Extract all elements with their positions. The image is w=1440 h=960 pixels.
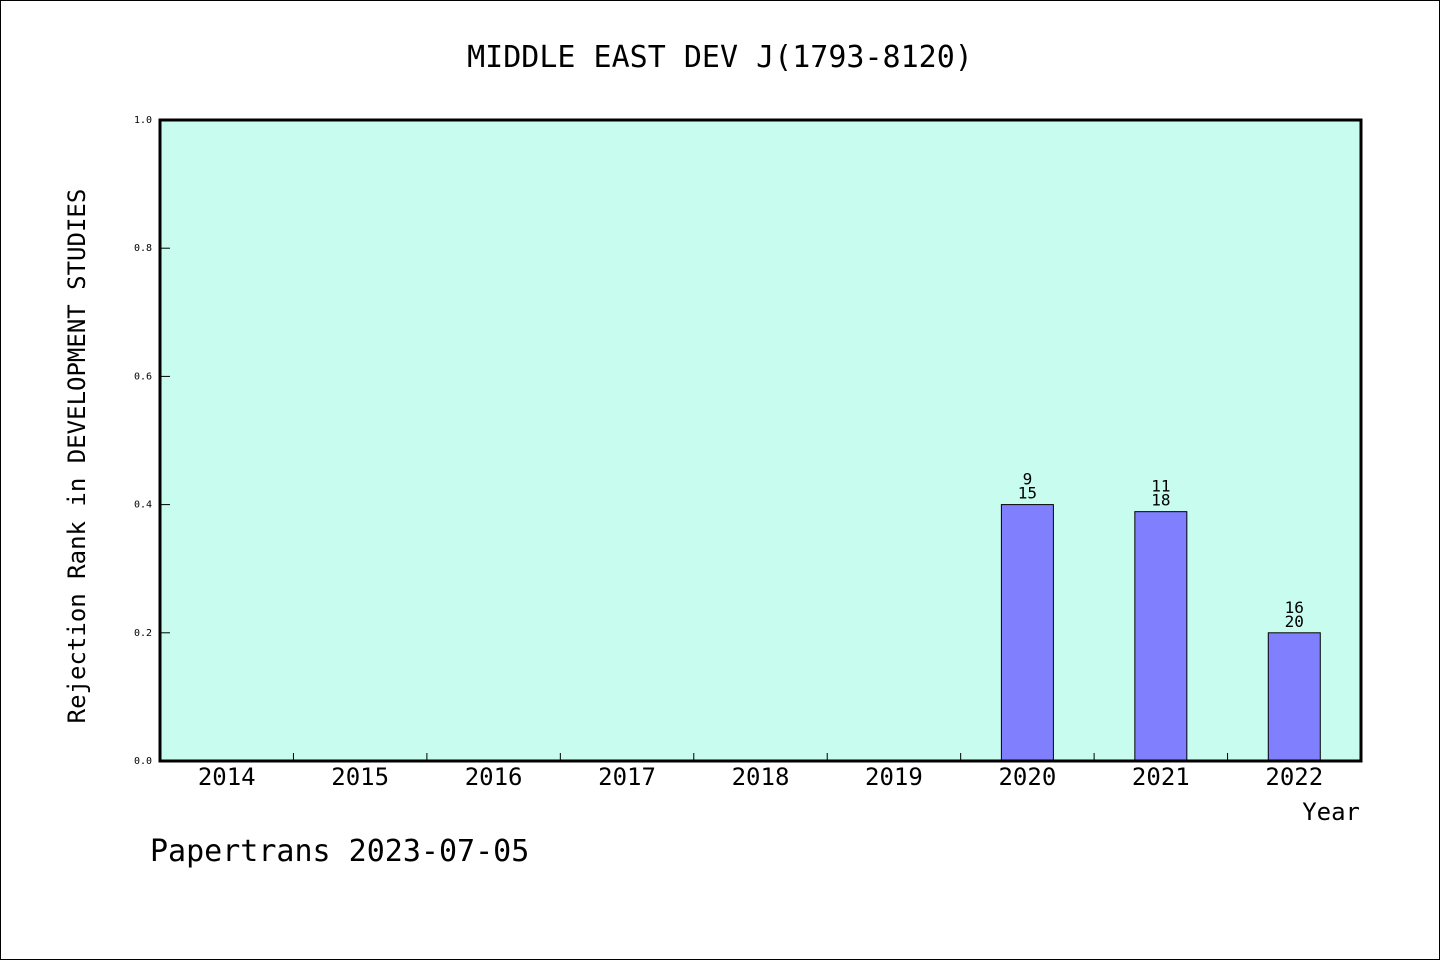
bar-2021 xyxy=(1134,511,1188,762)
x-axis-label: Year xyxy=(1302,798,1360,826)
x-tick-label: 2018 xyxy=(732,763,790,791)
x-tick-label: 2022 xyxy=(1265,763,1323,791)
y-axis-label: Rejection Rank in DEVELOPMENT STUDIES xyxy=(63,189,91,724)
y-tick-label: 0.8 xyxy=(134,243,152,254)
bar-annotation-top: 16 xyxy=(1285,598,1304,617)
chart-title: MIDDLE EAST DEV J(1793-8120) xyxy=(467,40,973,75)
x-tick-label: 2021 xyxy=(1132,763,1190,791)
x-tick-label: 2015 xyxy=(331,763,389,791)
bar-annotation-bottom: 15 xyxy=(1018,484,1037,503)
x-tick-label: 2019 xyxy=(865,763,923,791)
bar-annotation-bottom: 20 xyxy=(1285,612,1304,631)
x-tick-label: 2014 xyxy=(198,763,256,791)
y-tick-label: 0.6 xyxy=(134,371,152,382)
bar-annotation-top: 9 xyxy=(1023,470,1033,489)
y-tick-label: 0.2 xyxy=(134,628,152,639)
y-tick-label: 0.0 xyxy=(134,756,152,767)
x-tick-label: 2017 xyxy=(598,763,656,791)
plot-border xyxy=(158,118,1363,763)
bar-annotation-top: 11 xyxy=(1151,477,1170,496)
y-tick-label: 0.4 xyxy=(134,500,152,511)
x-tick-label: 2016 xyxy=(465,763,523,791)
y-tick-label: 1.0 xyxy=(134,115,152,126)
bar-annotation-bottom: 18 xyxy=(1151,491,1170,510)
bar-2022 xyxy=(1267,632,1321,762)
bar-2020 xyxy=(1000,504,1054,762)
x-tick-label: 2020 xyxy=(998,763,1056,791)
footer-credit: Papertrans 2023-07-05 xyxy=(150,834,530,869)
